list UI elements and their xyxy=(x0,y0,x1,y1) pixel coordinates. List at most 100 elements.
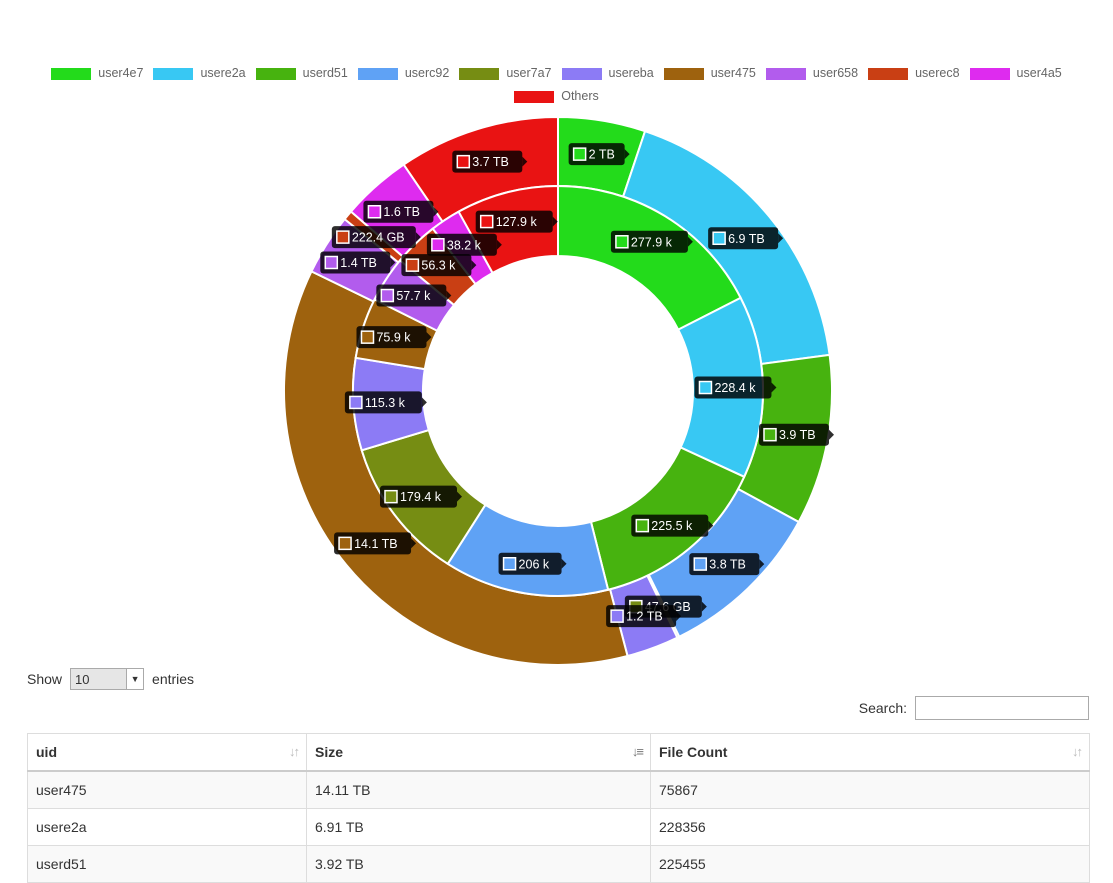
legend-label: usereba xyxy=(608,66,654,80)
inner-label-usereba: 115.3 k xyxy=(344,391,427,414)
column-header-size[interactable]: Size ↓≡ xyxy=(306,733,651,772)
usage-table: uid ↓↑ Size ↓≡ File Count ↓↑ user475 14.11 … xyxy=(27,733,1090,883)
label-color-swatch xyxy=(615,235,629,249)
cell-uid: user475 xyxy=(27,770,307,809)
data-label: 6.9 TB xyxy=(728,232,765,246)
outer-label-user658: 1.4 TB xyxy=(320,251,396,274)
label-background xyxy=(475,210,553,233)
label-pointer xyxy=(411,538,417,549)
legend-item-others[interactable]: Others xyxy=(514,85,599,108)
label-pointer xyxy=(421,397,427,408)
legend-swatch xyxy=(868,67,909,80)
legend-item-userec8[interactable]: userec8 xyxy=(868,62,960,85)
donut-chart: 2 TB6.9 TB3.9 TB3.8 TB47.6 GB1.2 TB14.1 … xyxy=(283,115,834,666)
legend-label: user658 xyxy=(812,66,859,80)
label-pointer xyxy=(701,601,707,612)
label-color-swatch xyxy=(380,288,395,303)
legend-item-userd51[interactable]: userd51 xyxy=(255,62,348,85)
cell-file-count: 75867 xyxy=(650,770,1090,809)
search-label: Search: xyxy=(858,700,907,716)
label-pointer xyxy=(456,491,462,502)
label-pointer xyxy=(778,233,784,244)
legend-swatch xyxy=(357,67,398,80)
label-background xyxy=(379,485,457,508)
legend-item-usereba[interactable]: usereba xyxy=(561,62,654,85)
legend-item-user4a5[interactable]: user4a5 xyxy=(969,62,1062,85)
label-background xyxy=(331,226,416,249)
data-label: 1.2 TB xyxy=(626,610,663,624)
inner-label-userec8: 56.3 k xyxy=(401,254,477,277)
column-header-file-count[interactable]: File Count ↓↑ xyxy=(650,733,1090,772)
entries-length-control: Show 10 ▼ entries xyxy=(27,668,194,690)
data-label: 3.7 TB xyxy=(472,155,509,169)
label-color-swatch xyxy=(763,427,777,442)
legend-item-user475[interactable]: user475 xyxy=(663,62,756,85)
sort-descending-icon: ↓≡ xyxy=(631,744,644,759)
outer-label-usere2a: 6.9 TB xyxy=(708,227,784,250)
legend-label: user7a7 xyxy=(506,66,552,80)
table-row[interactable]: usere2a 6.91 TB 228356 xyxy=(27,808,1090,846)
search-input[interactable] xyxy=(915,696,1089,720)
label-color-swatch xyxy=(431,238,445,252)
outer-label-user475: 14.1 TB xyxy=(334,532,417,555)
sort-icon: ↓↑ xyxy=(1072,744,1083,759)
label-pointer xyxy=(522,156,528,167)
label-color-swatch xyxy=(384,489,398,504)
data-label: 1.6 TB xyxy=(383,205,420,219)
label-background xyxy=(344,391,422,414)
data-label: 225.5 k xyxy=(651,519,693,533)
legend-item-userc92[interactable]: userc92 xyxy=(357,62,450,85)
legend-swatch xyxy=(255,67,296,80)
data-label: 222.4 GB xyxy=(352,231,405,245)
label-pointer xyxy=(415,232,421,243)
table-search: Search: xyxy=(859,696,1089,720)
inner-label-others: 127.9 k xyxy=(475,210,558,233)
table-row[interactable]: userd51 3.92 TB 225455 xyxy=(27,845,1090,883)
legend-label: user4a5 xyxy=(1016,66,1062,80)
legend-swatch xyxy=(459,67,500,80)
legend-swatch xyxy=(514,90,555,103)
legend-label: user475 xyxy=(710,66,756,80)
legend-item-user658[interactable]: user658 xyxy=(765,62,859,85)
inner-label-userc92: 206 k xyxy=(498,552,567,575)
outer-label-userd51: 3.9 TB xyxy=(758,423,834,446)
label-pointer xyxy=(759,559,765,570)
legend-item-user7a7[interactable]: user7a7 xyxy=(459,62,552,85)
label-pointer xyxy=(828,429,834,440)
data-label: 277.9 k xyxy=(631,235,673,249)
outer-label-usereba: 1.2 TB xyxy=(606,605,682,628)
inner-label-userd51: 225.5 k xyxy=(631,514,714,537)
label-pointer xyxy=(390,257,396,268)
label-pointer xyxy=(433,206,439,217)
label-color-swatch xyxy=(572,147,587,161)
legend-item-usere2a[interactable]: usere2a xyxy=(153,62,246,85)
label-color-swatch xyxy=(479,214,494,229)
inner-label-user4a5: 38.2 k xyxy=(426,233,502,256)
label-pointer xyxy=(446,290,452,301)
label-pointer xyxy=(687,236,693,247)
column-header-uid[interactable]: uid ↓↑ xyxy=(27,733,307,772)
legend-label: usere2a xyxy=(200,66,246,80)
label-pointer xyxy=(708,520,714,531)
outer-label-userc92: 3.8 TB xyxy=(689,553,765,576)
label-background xyxy=(694,376,772,399)
table-row[interactable]: user475 14.11 TB 75867 xyxy=(27,770,1090,809)
cell-size: 6.91 TB xyxy=(306,808,651,846)
data-label: 38.2 k xyxy=(447,238,482,252)
data-label: 1.4 TB xyxy=(340,256,377,270)
entries-select-value: 10 xyxy=(75,671,90,687)
outer-label-others: 3.7 TB xyxy=(452,150,528,173)
entries-label: entries xyxy=(152,671,195,687)
legend-label: userc92 xyxy=(404,66,450,80)
outer-label-user4e7: 2 TB xyxy=(568,143,630,166)
outer-slice-user475[interactable] xyxy=(283,270,629,666)
legend-item-user4e7[interactable]: user4e7 xyxy=(51,62,143,85)
cell-uid: usere2a xyxy=(27,808,307,846)
data-label: 14.1 TB xyxy=(354,537,398,551)
inner-label-user4e7: 277.9 k xyxy=(610,230,693,253)
label-pointer xyxy=(471,260,477,271)
data-label: 228.4 k xyxy=(714,381,756,395)
label-color-swatch xyxy=(360,330,375,344)
label-pointer xyxy=(561,558,567,569)
entries-select[interactable]: 10 ▼ xyxy=(70,668,145,690)
